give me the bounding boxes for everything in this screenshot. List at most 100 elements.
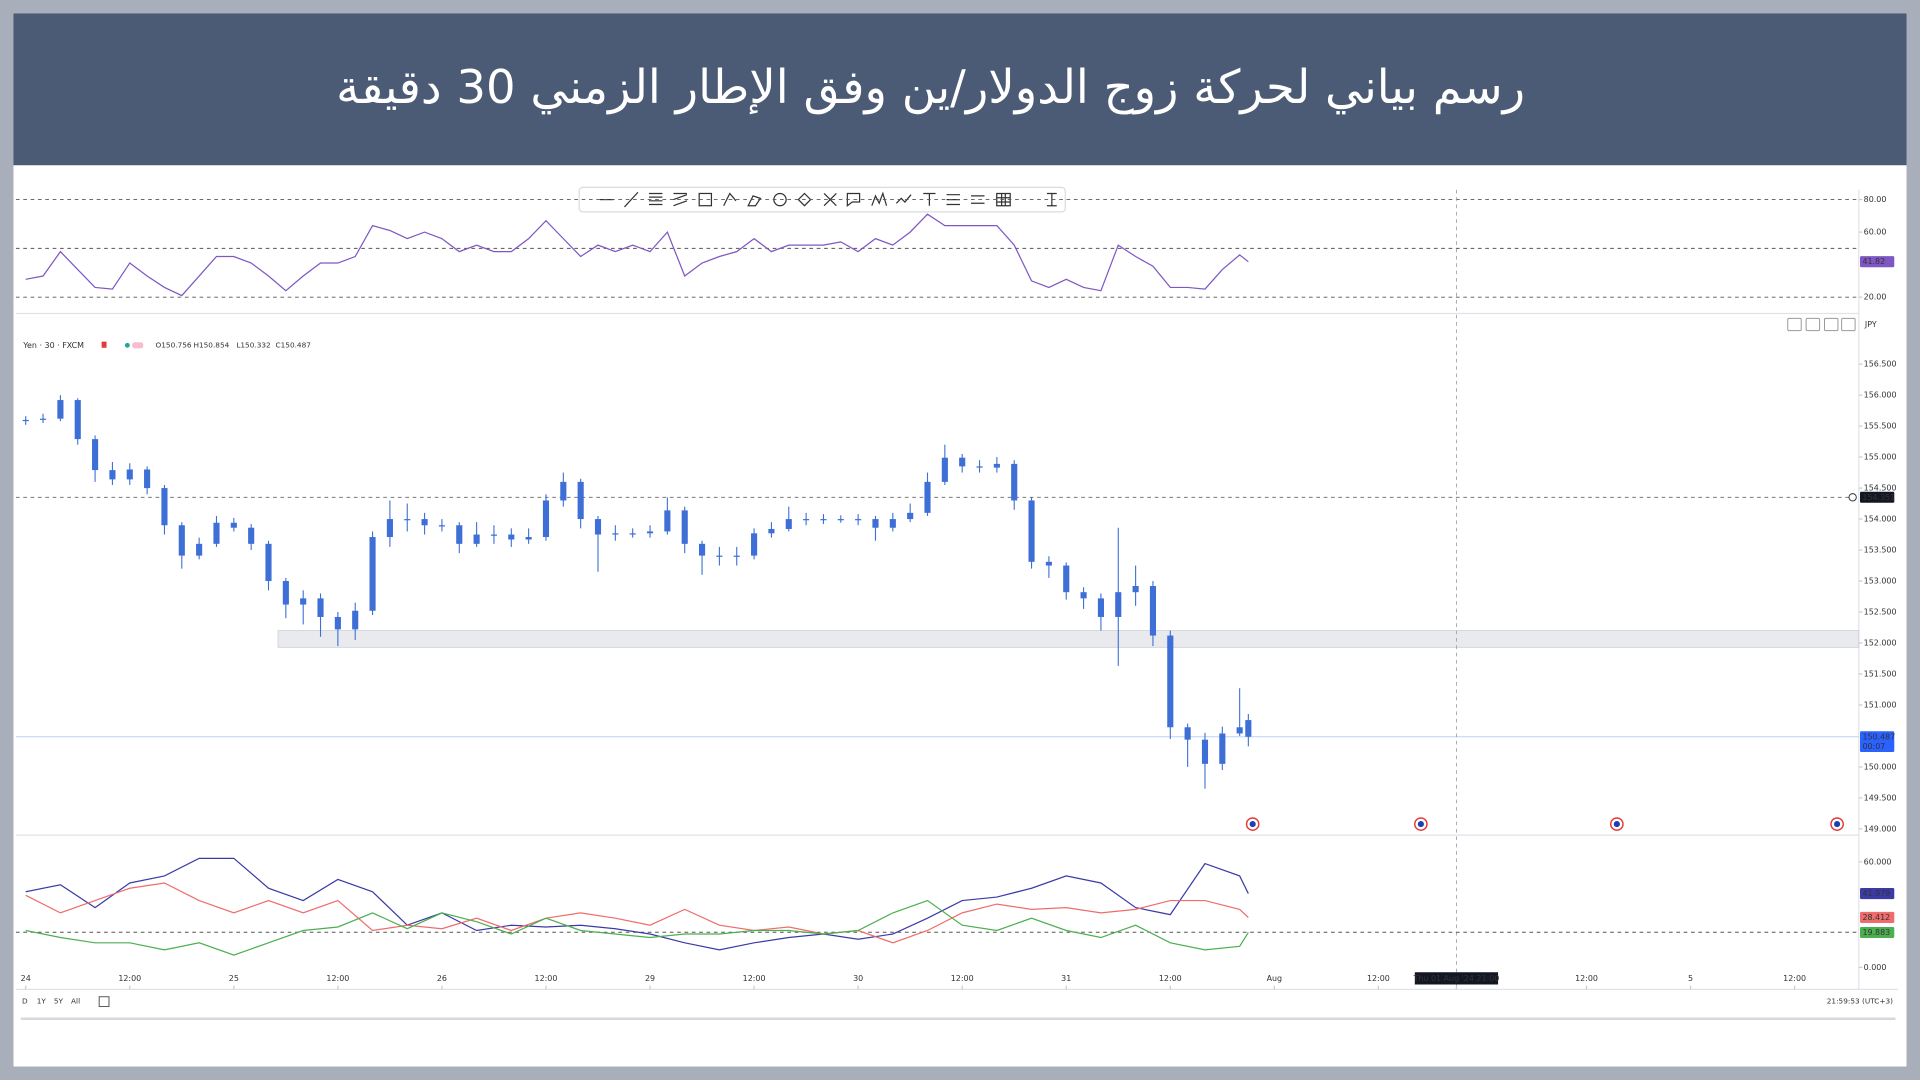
range-button[interactable]: 1Y [37, 997, 47, 1006]
candle-body [144, 469, 151, 489]
price-tag-label: 41.82 [1862, 257, 1885, 266]
x-tick-label: 12:00 [535, 974, 558, 983]
tool-icon[interactable] [823, 193, 837, 207]
candle-body [300, 598, 307, 605]
y-tick-label: 155.000 [1864, 453, 1897, 462]
support-zone [277, 630, 1860, 648]
y-tick-label: 60.000 [1864, 857, 1892, 866]
candle-body [924, 481, 931, 513]
indicator-line [25, 857, 1249, 951]
candle-body [837, 519, 844, 521]
candle-body [57, 400, 64, 419]
candle-body [820, 519, 827, 521]
candle-body [1097, 598, 1104, 617]
range-button[interactable]: D [22, 997, 28, 1006]
event-icon-inner [1613, 821, 1620, 828]
ohlc-low: L150.332 [236, 340, 270, 349]
indicator-line [25, 213, 1249, 297]
x-tick-label: 12:00 [1159, 974, 1182, 983]
candle-body [22, 419, 29, 422]
tool-icon[interactable] [723, 192, 737, 206]
y-tick-label: 156.000 [1864, 391, 1897, 400]
candle-body [1201, 739, 1209, 764]
candle-body [178, 525, 185, 556]
flag-icon [101, 341, 107, 348]
candle-body [629, 533, 636, 535]
tool-icon[interactable] [971, 195, 985, 204]
banner-title: رسم بياني لحركة زوج الدولار/ين وفق الإطا… [336, 60, 1525, 115]
y-tick-label: 153.500 [1864, 546, 1897, 555]
y-tick-label: 149.000 [1864, 824, 1897, 833]
candle-body [1167, 635, 1174, 728]
candle-body [560, 481, 567, 501]
candle-body [456, 525, 463, 544]
ohlc-close: C150.487 [276, 340, 312, 349]
y-tick-label: 60.00 [1864, 228, 1887, 237]
symbol-label: Yen · 30 · FXCM [22, 341, 84, 350]
candle-body [646, 531, 654, 534]
x-tick-label: 31 [1061, 974, 1071, 983]
y-tick-label: 20.00 [1864, 293, 1887, 302]
scale-button[interactable] [1841, 317, 1856, 332]
y-tick-label: 156.500 [1864, 360, 1897, 369]
x-tick-label: 12:00 [118, 974, 141, 983]
price-tag-label: 19.883 [1862, 928, 1890, 937]
candle-body [941, 457, 948, 482]
x-tick-label: Aug [1267, 974, 1283, 983]
y-tick-label: 151.500 [1864, 669, 1897, 678]
candle-body [803, 519, 810, 521]
scale-button[interactable] [1824, 317, 1839, 332]
candle-body [1149, 585, 1157, 636]
tool-icon[interactable] [895, 194, 912, 204]
candle-body [1080, 592, 1087, 599]
candle-body [386, 519, 393, 538]
event-icon-inner [1834, 821, 1841, 828]
tool-icon[interactable] [846, 192, 861, 207]
banner [13, 13, 1907, 166]
candle-body [421, 519, 428, 526]
x-tick-label: 12:00 [1575, 974, 1598, 983]
currency-label[interactable]: JPY [1864, 320, 1877, 329]
x-tick-label: 12:00 [1783, 974, 1806, 983]
price-tag-label: 154.351 [1862, 493, 1895, 502]
price-tag-label: 150.487 [1862, 732, 1895, 741]
x-tick-label: 24 [21, 974, 31, 983]
tool-icon[interactable] [648, 192, 663, 206]
candle-body [907, 512, 914, 520]
date-range-icon[interactable] [98, 996, 110, 1008]
candle-body [1011, 463, 1018, 501]
price-tag [1860, 731, 1895, 753]
x-tick-label: Thu 01 Aug '24 21:00 [1413, 974, 1500, 983]
status-dot [124, 342, 130, 348]
y-tick-label: 152.000 [1864, 638, 1897, 647]
candle-body [612, 533, 619, 535]
candle-body [525, 537, 532, 540]
scale-button[interactable] [1787, 317, 1802, 332]
chart-area [13, 165, 1907, 1067]
range-button[interactable]: All [71, 997, 80, 1006]
tool-icon[interactable] [673, 192, 688, 207]
countdown-label: 00:07 [1862, 742, 1885, 751]
candle-body [698, 543, 706, 556]
candle-body [577, 481, 584, 520]
candle-body [1028, 500, 1035, 562]
price-tag [1860, 256, 1895, 268]
candle-body [751, 533, 758, 556]
tool-icon[interactable] [624, 191, 639, 208]
scale-button[interactable] [1805, 317, 1821, 332]
price-tag [1860, 926, 1895, 938]
candle-body [334, 616, 341, 630]
candle-body [1132, 585, 1139, 593]
x-tick-label: 26 [437, 974, 447, 983]
range-button[interactable]: 5Y [54, 997, 64, 1006]
y-tick-label: 154.500 [1864, 484, 1897, 493]
toolbar-bg [578, 186, 1066, 213]
candle-body [161, 488, 168, 526]
candle-body [230, 522, 237, 528]
tool-icon[interactable] [871, 191, 888, 206]
tool-icon[interactable] [996, 192, 1011, 207]
candle-body [1219, 733, 1226, 764]
reference-icon [1848, 493, 1857, 502]
price-tag-label: 41.979 [1862, 889, 1890, 898]
